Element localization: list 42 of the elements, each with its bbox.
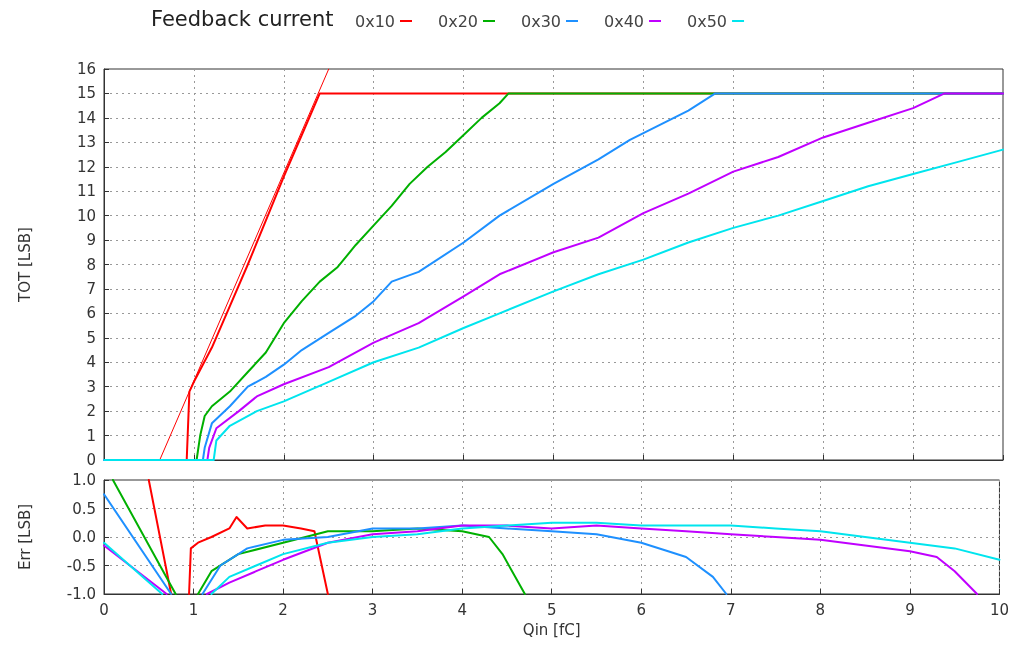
x-tick-label: 0: [99, 600, 109, 619]
y-tick-label: 6: [86, 304, 96, 323]
y-tick-label: 0: [86, 451, 96, 469]
y-tick-label: 4: [86, 353, 96, 372]
legend-title: Feedback current: [151, 6, 334, 31]
y-tick-label: 1.0: [72, 471, 96, 489]
x-tick-label: 7: [726, 600, 736, 619]
y-tick-label: 2: [86, 402, 96, 421]
legend-label: 0x10: [354, 11, 396, 31]
x-tick-label: 6: [636, 600, 647, 619]
y-tick-label: 9: [86, 231, 96, 250]
y-tick-label: 0.5: [72, 499, 96, 518]
y-tick-label: 0.0: [72, 528, 96, 546]
y-tick-label: -1.0: [66, 585, 96, 603]
y-axis-title: Err [LSB]: [15, 503, 34, 571]
y-axis-title: TOT [LSB]: [15, 227, 34, 303]
x-tick-label: 3: [367, 600, 378, 619]
y-tick-label: 12: [76, 157, 96, 176]
y-tick-label: -0.5: [66, 556, 96, 575]
x-axis-title: Qin [fC]: [522, 620, 581, 639]
y-tick-label: 3: [86, 377, 96, 396]
y-tick-label: 15: [76, 84, 96, 103]
y-tick-label: 1: [86, 426, 96, 445]
legend-label: 0x30: [521, 11, 562, 31]
y-tick-label: 8: [86, 255, 96, 274]
x-tick-label: 8: [815, 600, 826, 619]
legend-label: 0x20: [438, 11, 479, 31]
legend-label: 0x50: [687, 11, 728, 31]
y-tick-label: 13: [76, 133, 96, 152]
legend-label: 0x40: [604, 11, 645, 31]
y-tick-label: 11: [76, 182, 96, 201]
y-tick-label: 14: [76, 108, 96, 127]
y-tick-label: 10: [76, 206, 96, 225]
x-tick-label: 5: [546, 600, 557, 619]
x-tick-label: 4: [457, 600, 467, 619]
x-tick-label: 1: [188, 600, 199, 619]
x-tick-label: 10: [989, 600, 1009, 619]
y-tick-label: 5: [86, 328, 96, 347]
x-tick-label: 2: [278, 600, 288, 619]
x-tick-label: 9: [905, 600, 915, 619]
y-tick-label: 16: [76, 60, 96, 78]
y-tick-label: 7: [86, 279, 96, 298]
